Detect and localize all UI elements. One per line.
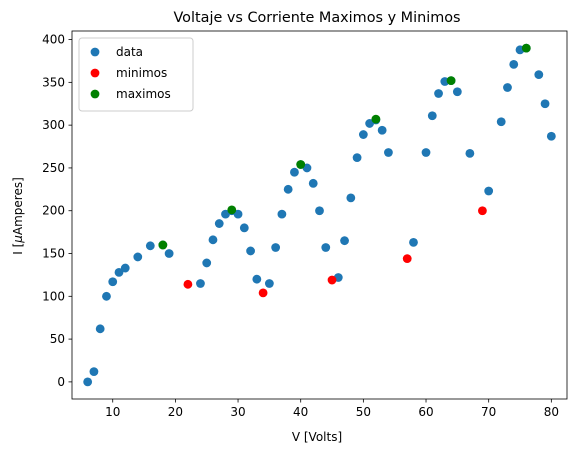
point-data (321, 243, 330, 252)
point-maximos (158, 241, 167, 250)
x-tick-label: 50 (356, 405, 371, 419)
point-minimos (328, 276, 337, 285)
legend-marker-minimos (91, 69, 100, 78)
point-data (102, 292, 111, 301)
y-tick-label: 350 (42, 75, 65, 89)
point-data (547, 132, 556, 141)
y-tick-label: 200 (42, 204, 65, 218)
chart-title: Voltaje vs Corriente Maximos y Minimos (173, 10, 460, 26)
point-data (246, 247, 255, 256)
point-data (83, 377, 92, 386)
point-data (359, 130, 368, 139)
x-axis-ticks: 10 20 30 40 50 60 70 80 (105, 399, 559, 419)
point-data (384, 148, 393, 157)
point-data (165, 249, 174, 258)
point-maximos (447, 76, 456, 85)
point-data (465, 149, 474, 158)
x-tick-label: 30 (230, 405, 245, 419)
y-axis-ticks: 0 50 100 150 200 250 300 350 400 (42, 33, 72, 389)
point-data (534, 70, 543, 79)
x-tick-label: 40 (293, 405, 308, 419)
y-axis-label-suffix: Amperes] (11, 177, 25, 235)
point-data (196, 279, 205, 288)
y-tick-label: 250 (42, 161, 65, 175)
point-data (409, 238, 418, 247)
point-data (278, 210, 287, 219)
point-data (434, 89, 443, 98)
legend-label-data: data (116, 45, 143, 59)
point-data (309, 179, 318, 188)
point-data (497, 117, 506, 126)
point-maximos (296, 160, 305, 169)
y-tick-label: 50 (50, 332, 65, 346)
point-data (484, 187, 493, 196)
point-data (215, 219, 224, 228)
x-tick-label: 80 (544, 405, 559, 419)
point-data (265, 279, 274, 288)
y-tick-label: 100 (42, 289, 65, 303)
point-data (202, 259, 211, 268)
point-data (271, 243, 280, 252)
y-tick-label: 400 (42, 33, 65, 47)
point-data (353, 153, 362, 162)
point-data (453, 87, 462, 96)
y-axis-label: I [μAmperes] (11, 177, 25, 255)
point-minimos (478, 206, 487, 215)
point-data (503, 83, 512, 92)
point-data (209, 235, 218, 244)
point-data (315, 206, 324, 215)
point-data (108, 277, 117, 286)
point-minimos (259, 288, 268, 297)
y-tick-label: 0 (57, 375, 65, 389)
x-axis-label: V [Volts] (292, 430, 342, 444)
point-data (96, 324, 105, 333)
point-maximos (522, 44, 531, 53)
point-data (541, 99, 550, 108)
point-data (146, 241, 155, 250)
point-data (90, 367, 99, 376)
point-data (290, 168, 299, 177)
x-tick-label: 10 (105, 405, 120, 419)
y-tick-label: 150 (42, 247, 65, 261)
point-maximos (371, 115, 380, 124)
y-tick-label: 300 (42, 118, 65, 132)
point-data (133, 253, 142, 262)
point-data (378, 126, 387, 135)
legend: data minimos maximos (79, 38, 193, 111)
legend-marker-maximos (91, 90, 100, 99)
point-minimos (403, 254, 412, 263)
point-data (284, 185, 293, 194)
legend-marker-data (91, 48, 100, 57)
point-data (509, 60, 518, 69)
legend-label-maximos: maximos (116, 87, 171, 101)
point-minimos (184, 280, 193, 289)
point-data (428, 111, 437, 120)
x-tick-label: 70 (481, 405, 496, 419)
y-axis-label-prefix: I [ (11, 243, 25, 255)
point-data (252, 275, 261, 284)
point-data (240, 223, 249, 232)
x-tick-label: 20 (168, 405, 183, 419)
point-maximos (227, 205, 236, 214)
point-data (340, 236, 349, 245)
x-tick-label: 60 (418, 405, 433, 419)
point-data (121, 264, 130, 273)
legend-label-minimos: minimos (116, 66, 167, 80)
point-data (422, 148, 431, 157)
point-data (346, 193, 355, 202)
